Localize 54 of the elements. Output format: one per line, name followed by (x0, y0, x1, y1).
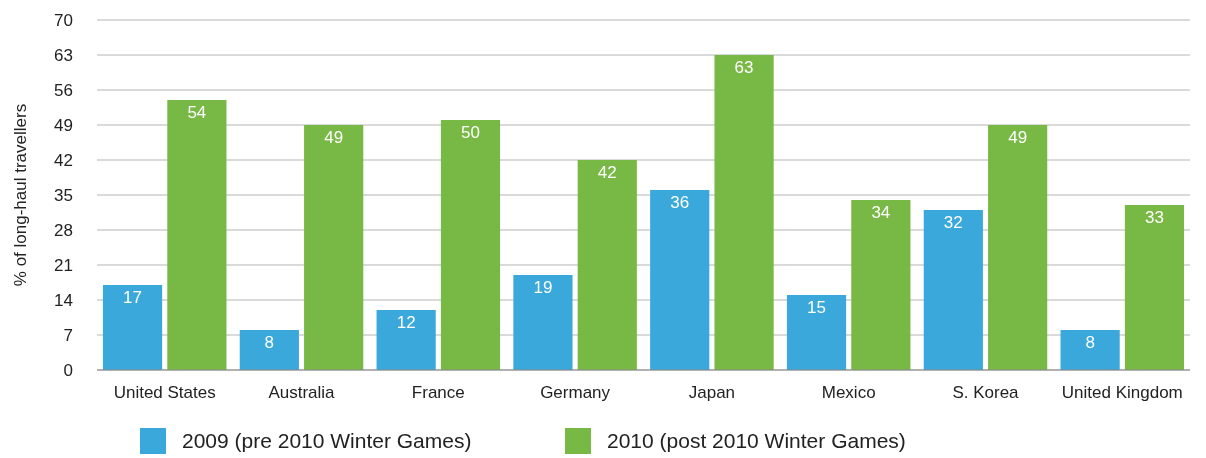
legend-label: 2009 (pre 2010 Winter Games) (182, 429, 472, 453)
data-label: 17 (123, 288, 143, 307)
bar (1060, 330, 1120, 370)
bar (923, 210, 983, 370)
x-tick-label: Japan (688, 382, 736, 402)
x-tick-label: France (411, 382, 465, 402)
bar (376, 310, 436, 370)
bar (513, 275, 573, 370)
x-tick-label: Australia (268, 382, 336, 402)
x-tick-label: United Kingdom (1061, 382, 1183, 402)
legend-label: 2010 (post 2010 Winter Games) (607, 429, 906, 453)
data-label: 63 (734, 58, 754, 77)
y-tick-label: 28 (54, 220, 73, 240)
bar (988, 125, 1048, 370)
data-label: 50 (461, 123, 480, 142)
x-tick-label: Germany (540, 382, 611, 402)
bar (304, 125, 364, 370)
data-label: 32 (943, 213, 963, 232)
y-tick-label: 49 (54, 115, 73, 135)
bar (577, 160, 637, 370)
bar (440, 120, 501, 370)
bar (102, 285, 163, 370)
data-label: 34 (871, 203, 891, 222)
bar (167, 100, 227, 370)
y-tick-label: 7 (63, 325, 73, 345)
x-tick-label: Mexico (821, 382, 876, 402)
data-label: 42 (597, 163, 617, 182)
y-tick-label: 70 (54, 10, 73, 30)
data-label: 19 (533, 278, 553, 297)
y-axis-title: % of long-haul travellers (11, 103, 30, 287)
y-tick-label: 14 (54, 290, 73, 310)
bar (714, 55, 774, 370)
y-tick-label: 42 (54, 150, 73, 170)
bar (786, 295, 847, 370)
data-label: 36 (670, 193, 690, 212)
data-label: 49 (324, 128, 344, 147)
data-label: 12 (396, 313, 416, 332)
bar (1124, 205, 1185, 370)
y-tick-label: 63 (54, 45, 73, 65)
data-label: 49 (1008, 128, 1028, 147)
data-label: 8 (1085, 333, 1095, 352)
data-label: 54 (187, 103, 207, 122)
y-tick-label: 21 (54, 255, 73, 275)
bar (239, 330, 299, 370)
bar (851, 200, 911, 370)
bar (650, 190, 710, 370)
y-tick-label: 56 (54, 80, 73, 100)
data-label: 15 (807, 298, 826, 317)
x-tick-label: S. Korea (952, 382, 1020, 402)
y-tick-label: 35 (54, 185, 73, 205)
data-label: 33 (1144, 208, 1164, 227)
data-label: 8 (264, 333, 275, 352)
y-tick-label: 0 (63, 360, 73, 380)
x-tick-label: United States (113, 382, 216, 402)
